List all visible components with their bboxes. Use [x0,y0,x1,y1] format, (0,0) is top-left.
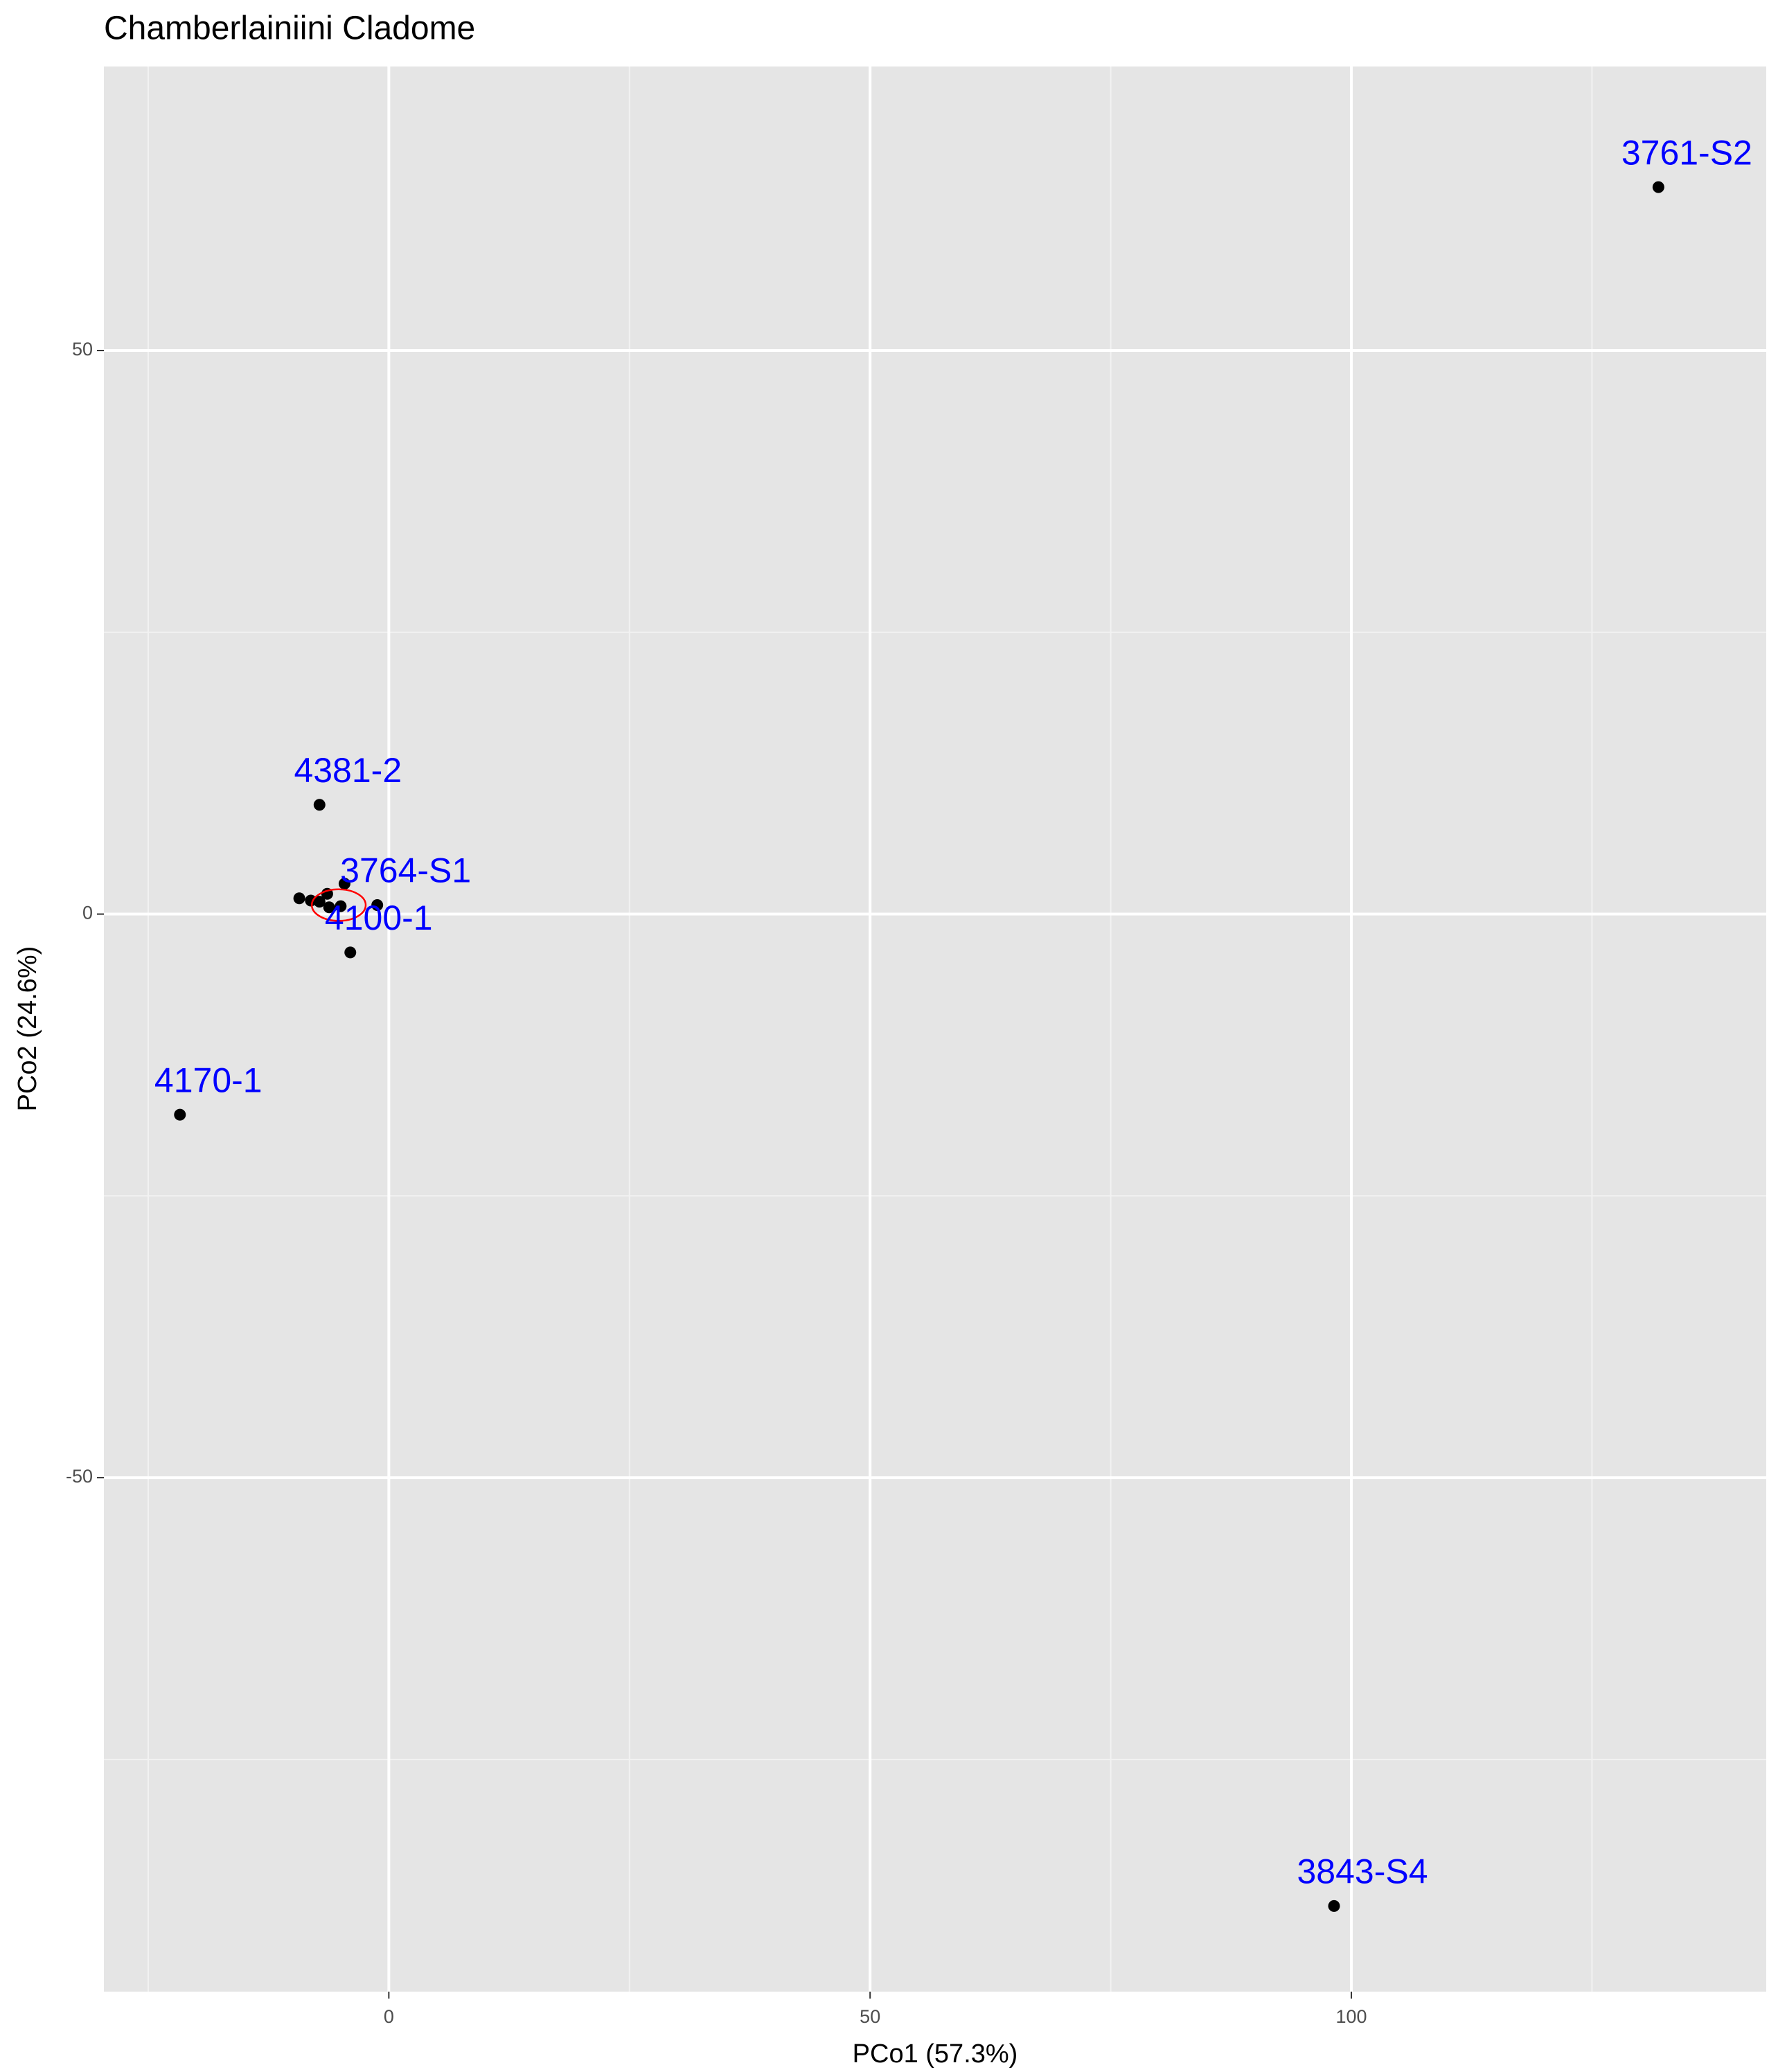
point [313,799,326,811]
point-label: 4381-2 [294,751,402,790]
x-axis-title: PCo1 (57.3%) [853,2039,1018,2069]
point-label: 4100-1 [325,898,433,937]
x-tick-label: 100 [1336,2006,1367,2027]
point [293,892,305,905]
chart-title: Chamberlainiini Cladome [104,10,475,47]
point [338,878,350,890]
ellipse [310,888,367,922]
y-axis-title: PCo2 (24.6%) [13,946,42,1112]
plot-panel: 3761-S2 3843-S4 4170-1 4381-2 3764-S1 4100-1 [154,133,1752,1912]
point-label: 3761-S2 [1621,133,1752,172]
point [344,946,357,959]
point [371,899,384,912]
point [323,901,335,914]
y-tick-label: 50 [72,339,93,360]
plot-background [104,67,1766,1992]
point [1328,1900,1340,1912]
point-label: 3764-S1 [340,851,471,890]
point [174,1108,186,1121]
point [313,896,326,908]
y-tick-label: -50 [66,1466,93,1487]
x-tick-label: 0 [384,2006,394,2027]
point [335,900,347,912]
point-label: 3843-S4 [1297,1852,1428,1891]
x-tick-label: 50 [860,2006,880,2027]
y-tick-label: 0 [82,903,93,923]
point-label: 4170-1 [154,1061,263,1099]
point [1652,181,1664,193]
